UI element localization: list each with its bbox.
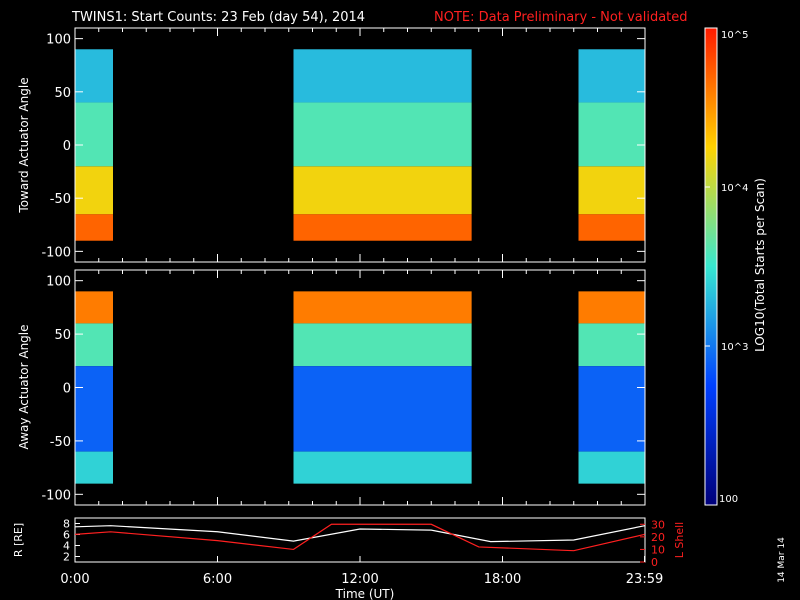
y-tick-label: 50: [54, 86, 71, 101]
x-tick-label: 12:00: [341, 572, 378, 587]
heatmap-cell: [75, 166, 113, 215]
y-tick-label: -50: [50, 435, 71, 450]
heatmap-cell: [75, 366, 113, 452]
orbit-right-tick-label: 30: [651, 518, 665, 531]
y-tick-label: 50: [54, 328, 71, 343]
orbit-left-label: R [RE]: [12, 523, 25, 557]
date-stamp: 14 Mar 14: [777, 537, 787, 583]
toward-ylabel: Toward Actuator Angle: [17, 77, 31, 213]
colorbar-tick-label: 100: [719, 494, 738, 505]
away-ylabel: Away Actuator Angle: [17, 324, 31, 449]
heatmap-cell: [578, 166, 645, 215]
preliminary-note: NOTE: Data Preliminary - Not validated: [434, 10, 688, 25]
y-tick-label: -50: [50, 192, 71, 207]
heatmap-cell: [293, 451, 472, 484]
orbit-right-tick-label: 10: [651, 543, 665, 556]
y-tick-label: -100: [41, 488, 71, 503]
heatmap-cell: [75, 291, 113, 324]
colorbar: 10^5 10^4 10^3 100: [704, 27, 748, 506]
orbit-right-tick-label: 0: [651, 556, 658, 569]
heatmap-cell: [293, 214, 472, 241]
toward-panel: 100 50 0 -50 -100: [41, 27, 646, 263]
heatmap-cell: [75, 49, 113, 103]
heatmap-cell: [293, 102, 472, 167]
orbit-right-tick-label: 20: [651, 531, 665, 544]
heatmap-cell: [75, 451, 113, 484]
heatmap-cell: [578, 451, 645, 484]
heatmap-cell: [293, 291, 472, 324]
heatmap-cell: [578, 291, 645, 324]
y-tick-label: 0: [63, 382, 71, 397]
x-tick-label: 0:00: [60, 572, 89, 587]
heatmap-cell: [578, 366, 645, 452]
colorbar-scale: [704, 27, 718, 506]
x-tick-label: 18:00: [484, 572, 521, 587]
heatmap-cell: [578, 49, 645, 103]
orbit-left-tick-label: 4: [63, 540, 70, 553]
heatmap-cell: [75, 323, 113, 367]
heatmap-cell: [75, 214, 113, 241]
colorbar-tick-label: 10^3: [721, 342, 748, 353]
heatmap-cell: [75, 102, 113, 167]
x-axis-label: Time (UT): [335, 587, 395, 600]
lshell-series-line: [74, 523, 645, 552]
x-axis-ticks: 0:00 6:00 12:00 18:00 23:59: [60, 556, 663, 587]
heatmap-cell: [293, 366, 472, 452]
y-tick-label: 0: [63, 139, 71, 154]
y-tick-label: -100: [41, 245, 71, 260]
heatmap-cell: [578, 102, 645, 167]
y-tick-label: 100: [46, 33, 71, 48]
heatmap-cell: [578, 323, 645, 367]
heatmap-cell: [293, 166, 472, 215]
y-tick-label: 100: [46, 275, 71, 290]
colorbar-tick-label: 10^5: [721, 30, 748, 41]
x-tick-label: 23:59: [626, 572, 663, 587]
colorbar-tick-label: 10^4: [721, 183, 748, 194]
orbit-left-tick-label: 6: [63, 529, 70, 542]
orbit-right-label: L Shell: [673, 522, 686, 558]
heatmap-cell: [578, 214, 645, 241]
orbit-left-tick-label: 8: [63, 518, 70, 531]
r-series-line: [74, 525, 645, 543]
away-panel: 100 50 0 -50 -100: [41, 269, 646, 506]
heatmap-cell: [293, 323, 472, 367]
orbit-left-tick-label: 2: [63, 551, 70, 564]
x-tick-label: 6:00: [203, 572, 232, 587]
chart-title: TWINS1: Start Counts: 23 Feb (day 54), 2…: [71, 10, 365, 25]
heatmap-cell: [293, 49, 472, 103]
colorbar-label: LOG10(Total Starts per Scan): [753, 178, 767, 352]
